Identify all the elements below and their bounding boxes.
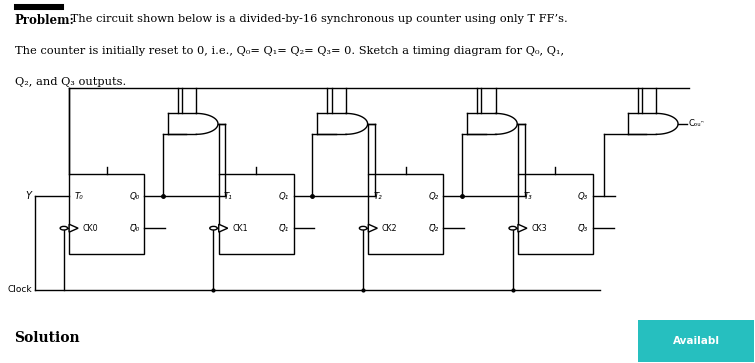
Text: Q₁: Q₁ xyxy=(279,192,289,201)
Text: T₂: T₂ xyxy=(374,192,382,201)
Text: Q̅₂: Q̅₂ xyxy=(428,224,439,233)
Text: Y: Y xyxy=(26,192,32,201)
Text: CK0: CK0 xyxy=(82,224,98,233)
Text: The circuit shown below is a divided-by-16 synchronous up counter using only T F: The circuit shown below is a divided-by-… xyxy=(67,14,568,24)
Bar xyxy=(518,174,593,253)
Text: Q₀: Q₀ xyxy=(129,192,140,201)
Text: Q̅₀: Q̅₀ xyxy=(129,224,140,233)
Circle shape xyxy=(509,227,516,230)
Text: CK1: CK1 xyxy=(233,224,248,233)
Polygon shape xyxy=(518,224,527,232)
Text: T₁: T₁ xyxy=(224,192,233,201)
Text: The counter is initially reset to 0, i.e., Q₀= Q₁= Q₂= Q₃= 0. Sketch a timing di: The counter is initially reset to 0, i.e… xyxy=(14,46,564,56)
Text: CK2: CK2 xyxy=(382,224,397,233)
Bar xyxy=(638,320,753,362)
Text: Clock: Clock xyxy=(7,285,32,294)
Circle shape xyxy=(210,227,217,230)
Text: CK3: CK3 xyxy=(532,224,547,233)
Text: Q̅₁: Q̅₁ xyxy=(279,224,289,233)
Text: Problem:: Problem: xyxy=(14,14,75,27)
Text: Cₒᵤᵔ: Cₒᵤᵔ xyxy=(689,119,704,129)
Circle shape xyxy=(60,227,68,230)
Text: Solution: Solution xyxy=(14,331,80,345)
Circle shape xyxy=(359,227,367,230)
Bar xyxy=(219,174,294,253)
Polygon shape xyxy=(69,224,78,232)
Polygon shape xyxy=(219,224,228,232)
Text: Availabl: Availabl xyxy=(673,336,720,346)
Polygon shape xyxy=(368,224,378,232)
Text: Q₂, and Q₃ outputs.: Q₂, and Q₃ outputs. xyxy=(14,77,126,87)
Text: T₀: T₀ xyxy=(74,192,83,201)
Text: T₃: T₃ xyxy=(523,192,532,201)
Text: Q₃: Q₃ xyxy=(578,192,588,201)
Text: Q̅₃: Q̅₃ xyxy=(578,224,588,233)
Bar xyxy=(368,174,443,253)
Bar xyxy=(69,174,144,253)
Text: Q₂: Q₂ xyxy=(428,192,439,201)
